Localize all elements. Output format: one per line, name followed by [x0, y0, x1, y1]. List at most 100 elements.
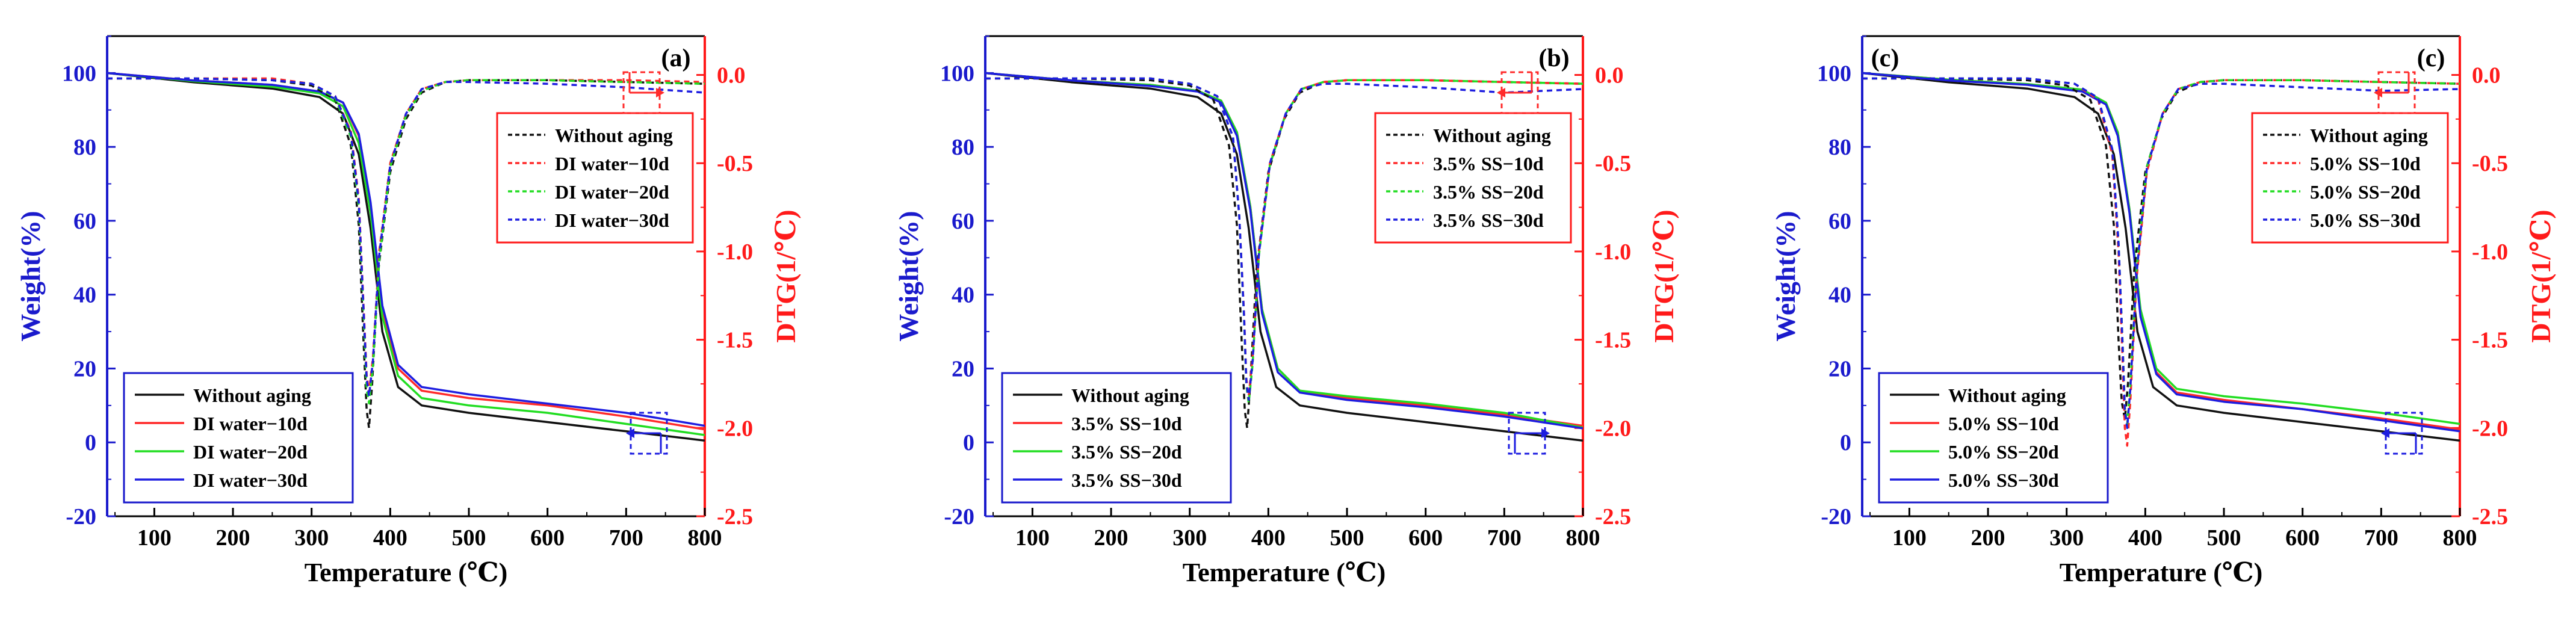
weight-legend-label: DI water−30d [193, 469, 308, 491]
weight-legend-label: 3.5% SS−30d [1071, 469, 1182, 491]
x-tick-label: 800 [2443, 525, 2477, 551]
weight-legend-label: DI water−20d [193, 441, 308, 463]
x-tick-label: 800 [1566, 525, 1600, 551]
y-left-tick-label: 40 [952, 283, 974, 308]
y-right-tick-label: 0.0 [717, 63, 746, 88]
dtg-series-line [985, 77, 1583, 401]
weight-series-line [107, 72, 705, 436]
y-right-tick-label: -1.5 [717, 328, 753, 353]
x-tick-label: 400 [373, 525, 407, 551]
y-left-tick-label: -20 [944, 504, 974, 529]
x-tick-label: 600 [2285, 525, 2320, 551]
dtg-legend-label: 5.0% SS−10d [2310, 153, 2421, 174]
y-left-tick-label: 20 [952, 356, 974, 381]
x-tick-label: 200 [216, 525, 250, 551]
y-left-axis-title: Weight(%) [1770, 211, 1801, 341]
weight-axis-marker [2381, 412, 2423, 455]
dtg-legend-label: 3.5% SS−10d [1433, 153, 1544, 174]
dtg-legend-label: Without aging [2310, 125, 2428, 146]
y-left-tick-label: 0 [963, 430, 974, 455]
weight-legend-label: Without aging [193, 384, 311, 406]
x-tick-label: 700 [609, 525, 643, 551]
weight-series-line [107, 72, 705, 442]
plot-area [107, 72, 705, 442]
plot-area [1862, 72, 2460, 447]
dtg-axis-marker [2374, 71, 2416, 114]
weight-legend-label: Without aging [1948, 384, 2066, 406]
weight-axis-marker [626, 412, 668, 455]
y-right-tick-label: -2.5 [717, 504, 753, 529]
x-tick-label: 200 [1971, 525, 2005, 551]
x-tick-label: 200 [1094, 525, 1129, 551]
weight-legend-label: 3.5% SS−10d [1071, 413, 1182, 434]
y-left-tick-label: 40 [73, 283, 96, 308]
weight-legend-label: 5.0% SS−10d [1948, 413, 2059, 434]
y-left-axis-title: Weight(%) [15, 211, 46, 341]
dtg-legend-label: Without aging [555, 125, 673, 146]
y-right-tick-label: -2.5 [2472, 504, 2508, 529]
dtg-legend-label: 3.5% SS−20d [1433, 181, 1544, 203]
y-right-tick-label: -0.5 [2472, 151, 2508, 176]
y-right-tick-label: -1.0 [2472, 239, 2508, 265]
x-tick-label: 500 [2207, 525, 2241, 551]
weight-legend-label: Without aging [1071, 384, 1189, 406]
weight-legend-label: DI water−10d [193, 413, 308, 434]
plot-area [985, 72, 1583, 442]
y-left-tick-label: 0 [1840, 430, 1851, 455]
x-tick-label: 100 [137, 525, 172, 551]
y-right-tick-label: -2.0 [717, 416, 753, 441]
y-right-axis-title: DTG(1/℃) [1649, 209, 1679, 342]
y-left-tick-label: 100 [1817, 61, 1851, 86]
x-tick-label: 700 [2364, 525, 2398, 551]
y-right-tick-label: 0.0 [2472, 63, 2501, 88]
y-right-axis-title: DTG(1/℃) [2525, 209, 2556, 342]
dtg-legend-label: Without aging [1433, 125, 1551, 146]
x-tick-label: 800 [688, 525, 722, 551]
weight-legend-frame [1001, 372, 1232, 504]
y-left-tick-label: 100 [62, 61, 96, 86]
x-axis-title: Temperature (℃) [1183, 558, 1386, 587]
y-left-tick-label: 20 [1828, 356, 1851, 381]
dtg-axis-marker [622, 71, 664, 114]
panel-label: (b) [1538, 45, 1569, 72]
x-tick-label: 600 [1408, 525, 1443, 551]
dtg-series-line [107, 77, 705, 398]
y-right-tick-label: -0.5 [1595, 151, 1631, 176]
weight-series-line [1862, 72, 2460, 433]
y-right-tick-label: -1.0 [717, 239, 753, 265]
y-left-tick-label: 0 [85, 430, 96, 455]
y-left-tick-label: 60 [952, 209, 974, 234]
weight-legend-label: 3.5% SS−20d [1071, 441, 1182, 463]
x-tick-label: 400 [2128, 525, 2163, 551]
y-left-tick-label: 100 [940, 61, 974, 86]
y-right-tick-label: -2.5 [1595, 504, 1631, 529]
y-right-tick-label: -1.5 [2472, 328, 2508, 353]
y-right-axis-title: DTG(1/℃) [770, 209, 801, 342]
y-right-tick-label: -0.5 [717, 151, 753, 176]
panel-label: (c) [2417, 45, 2445, 72]
y-right-tick-label: 0.0 [1595, 63, 1624, 88]
dtg-legend-label: DI water−30d [555, 209, 669, 231]
weight-legend-label: 5.0% SS−30d [1948, 469, 2059, 491]
x-tick-label: 300 [2049, 525, 2084, 551]
dtg-legend-label: 5.0% SS−20d [2310, 181, 2421, 203]
x-tick-label: 100 [1892, 525, 1927, 551]
x-tick-label: 500 [1330, 525, 1364, 551]
dtg-legend-label: DI water−20d [555, 181, 669, 203]
y-left-axis-title: Weight(%) [893, 211, 924, 341]
panel-label-left: (c) [1871, 45, 1899, 72]
x-tick-label: 600 [530, 525, 565, 551]
y-left-tick-label: 20 [73, 356, 96, 381]
y-right-tick-label: -1.0 [1595, 239, 1631, 265]
y-left-tick-label: -20 [1821, 504, 1851, 529]
dtg-legend-label: 3.5% SS−30d [1433, 209, 1544, 231]
y-right-tick-label: -2.0 [2472, 416, 2508, 441]
weight-series-line [1862, 72, 2460, 442]
panel-b: 100 200 300 400 500 600 700 800 -20 0 20 40 60 80 100 -… [893, 35, 1679, 587]
panel-c: 100 200 300 400 500 600 700 800 -20 0 20 40 60 80 100 -… [1770, 35, 2556, 587]
dtg-axis-marker [1497, 71, 1539, 114]
weight-legend-frame [1878, 372, 2109, 504]
weight-series-line [107, 72, 705, 427]
